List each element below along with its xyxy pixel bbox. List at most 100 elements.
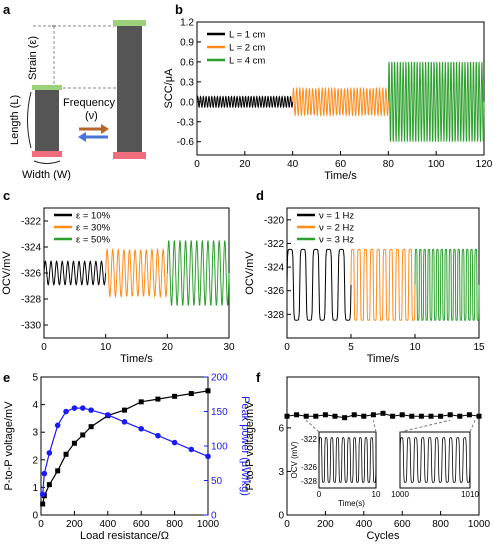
y-tick-label-c: -322 bbox=[21, 217, 41, 228]
data-point-power bbox=[105, 412, 111, 418]
data-point-power bbox=[54, 422, 61, 429]
x-tick-label-d: 0 bbox=[284, 342, 290, 353]
y-tick-label-f: 0 bbox=[278, 511, 284, 522]
frequency-label: Frequency bbox=[63, 97, 115, 109]
data-point-f bbox=[361, 413, 367, 419]
y-tick-label-d: -326 bbox=[264, 286, 284, 297]
y-tick-label-e: 4 bbox=[32, 400, 38, 411]
inset-connector bbox=[372, 420, 377, 433]
length-label: Length (L) bbox=[9, 95, 21, 145]
inset-x-tick-label: 1010 bbox=[461, 490, 479, 499]
inset-connector bbox=[469, 420, 476, 433]
data-point-power bbox=[41, 470, 48, 477]
inset-y-tick-label: -322 bbox=[301, 435, 318, 444]
data-point-voltage bbox=[88, 424, 94, 430]
x-tick-label-b: 80 bbox=[383, 159, 395, 170]
data-point-f bbox=[351, 412, 357, 418]
y-axis-label-b: SCC/μA bbox=[163, 68, 175, 109]
legend-entry: L = 2 cm bbox=[229, 43, 265, 54]
series-line-c bbox=[166, 240, 230, 306]
panel-letter-d: d bbox=[256, 188, 264, 203]
x-tick-label-c: 0 bbox=[41, 342, 47, 353]
data-point-f bbox=[409, 413, 415, 419]
y-tick-label-e: 0 bbox=[32, 511, 38, 522]
data-point-voltage bbox=[40, 501, 46, 507]
y-tick-label-d: -324 bbox=[264, 263, 284, 274]
y-right-tick-label-e: 0 bbox=[211, 511, 217, 522]
data-point-voltage bbox=[122, 407, 127, 413]
data-point-f bbox=[466, 412, 472, 418]
data-point-voltage bbox=[55, 468, 61, 474]
chart-f: 0 200 400 600 800 1000 0 3 6 Cycles P-to-P voltage… bbox=[244, 376, 491, 542]
legend-entry: ν = 1 Hz bbox=[319, 211, 354, 222]
x-axis-label-f: Cycles bbox=[366, 530, 400, 542]
inset-y-axis-label: OCV (mV) bbox=[290, 441, 299, 478]
chart-b: 0 20 40 60 80 100 120 -0.6 -0.3 0.0 0.3 0.6 0.9 1.2 Ti… bbox=[163, 18, 493, 183]
series-line-b bbox=[196, 95, 294, 109]
y-axis-label-d: OCV/mV bbox=[244, 251, 256, 295]
x-tick-label-e: 400 bbox=[99, 519, 116, 530]
data-point-voltage bbox=[138, 399, 144, 405]
data-point-voltage bbox=[205, 388, 211, 394]
series-line-d bbox=[350, 248, 416, 321]
data-point-voltage bbox=[46, 482, 52, 488]
data-point-f bbox=[313, 413, 319, 419]
panel-a: a Strain (ε) Length (L) Frequency (ν) Wi… bbox=[3, 2, 146, 181]
x-tick-label-f: 800 bbox=[432, 519, 449, 530]
data-point-f bbox=[332, 413, 338, 419]
series-line-d bbox=[414, 248, 480, 321]
data-point-power bbox=[79, 405, 86, 411]
data-point-f bbox=[390, 413, 396, 419]
inset-y-tick-label: -326 bbox=[301, 463, 318, 472]
device-stretched bbox=[117, 26, 142, 152]
chart-d: 0 5 10 15 -328 -326 -324 -322 -320 Time/s OCV/mV ν … bbox=[244, 207, 485, 365]
data-point-voltage bbox=[63, 451, 69, 457]
legend-entry: L = 4 cm bbox=[229, 56, 265, 67]
x-axis-label-e: Load resistance/Ω bbox=[80, 530, 169, 542]
data-point-f bbox=[438, 413, 444, 419]
data-point-power bbox=[71, 405, 78, 411]
data-point-f bbox=[380, 410, 386, 416]
data-point-power bbox=[138, 425, 144, 432]
x-tick-label-f: 200 bbox=[317, 519, 334, 530]
y-tick-label-e: 2 bbox=[32, 455, 38, 466]
inset-y-tick-label: -328 bbox=[301, 477, 318, 486]
width-label: Width (W) bbox=[22, 169, 71, 181]
y-tick-label-d: -322 bbox=[264, 239, 284, 250]
x-tick-label-b: 20 bbox=[239, 159, 251, 170]
nu-label: (ν) bbox=[85, 110, 98, 122]
y-tick-label-b: -0.3 bbox=[177, 117, 195, 128]
data-point-f bbox=[399, 412, 405, 418]
inset-x-tick-label: 1000 bbox=[391, 490, 409, 499]
device-unstretched bbox=[35, 88, 59, 151]
inset-waveform-f1 bbox=[318, 437, 377, 483]
x-tick-label-b: 0 bbox=[194, 159, 200, 170]
legend-entry: ε = 10% bbox=[76, 211, 111, 222]
x-tick-label-f: 0 bbox=[284, 519, 290, 530]
width-arc bbox=[33, 160, 61, 164]
panel-letter-a: a bbox=[3, 2, 11, 17]
data-point-power bbox=[121, 419, 128, 425]
data-point-power bbox=[205, 453, 211, 460]
inset-x-tick-label: 10 bbox=[372, 490, 381, 499]
data-point-voltage bbox=[80, 432, 86, 438]
data-point-power bbox=[188, 446, 195, 453]
x-tick-label-f: 400 bbox=[355, 519, 372, 530]
y-tick-label-f: 6 bbox=[278, 423, 284, 434]
y-tick-label-c: -330 bbox=[21, 321, 41, 332]
arrow-right-head-icon bbox=[101, 124, 109, 134]
data-point-power bbox=[39, 491, 46, 498]
x-tick-label-e: 200 bbox=[66, 519, 83, 530]
y-tick-label-d: -328 bbox=[264, 310, 284, 321]
x-tick-label-d: 10 bbox=[409, 342, 421, 353]
y-axis-label-e: P-to-P voltage/mV bbox=[3, 401, 15, 491]
bottom-electrode-stretched bbox=[113, 152, 146, 159]
inset-waveform-f2 bbox=[399, 437, 471, 483]
y-tick-label-e: 3 bbox=[32, 428, 38, 439]
y-tick-label-b: 1.2 bbox=[180, 18, 194, 29]
data-point-f bbox=[284, 413, 290, 419]
x-axis-label-b: Time/s bbox=[324, 170, 357, 182]
panel-letter-c: c bbox=[3, 188, 10, 203]
